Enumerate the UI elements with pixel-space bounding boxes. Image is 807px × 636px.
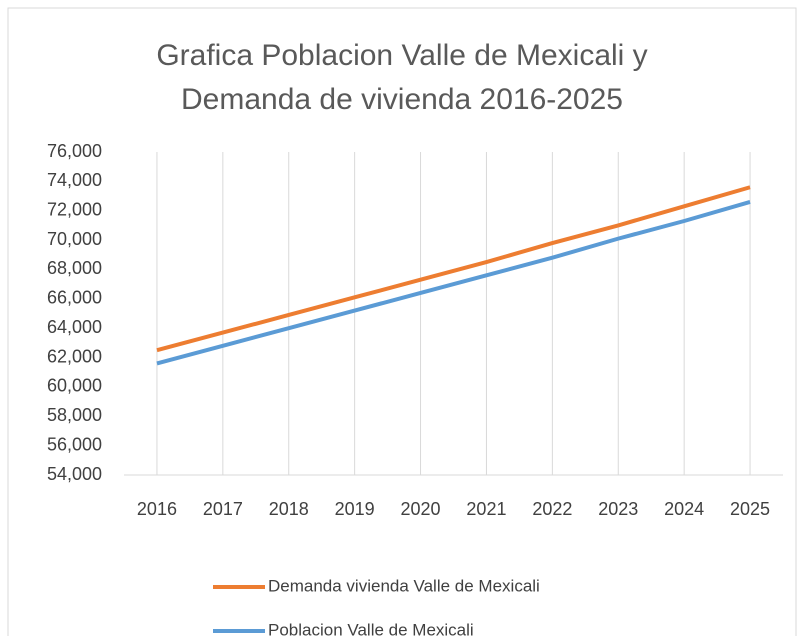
x-tick-label: 2025	[730, 499, 770, 519]
y-tick-label: 62,000	[47, 346, 102, 366]
chart-title: Demanda de vivienda 2016-2025	[181, 83, 623, 116]
y-tick-label: 74,000	[47, 170, 102, 190]
series-line	[156, 199, 751, 366]
x-tick-label: 2019	[335, 499, 375, 519]
y-tick-label: 54,000	[47, 464, 102, 484]
y-tick-label: 66,000	[47, 288, 102, 308]
x-tick-label: 2016	[137, 499, 177, 519]
legend-label: Poblacion Valle de Mexicali	[268, 620, 474, 636]
chart-border	[7, 7, 797, 636]
x-tick-label: 2020	[401, 499, 441, 519]
legend-label: Demanda vivienda Valle de Mexicali	[268, 576, 540, 595]
y-tick-label: 68,000	[47, 258, 102, 278]
x-tick-label: 2017	[203, 499, 243, 519]
x-tick-label: 2022	[532, 499, 572, 519]
x-tick-label: 2024	[664, 499, 704, 519]
y-tick-label: 64,000	[47, 317, 102, 337]
y-tick-label: 58,000	[47, 405, 102, 425]
y-tick-label: 72,000	[47, 199, 102, 219]
y-tick-label: 60,000	[47, 376, 102, 396]
y-tick-label: 70,000	[47, 229, 102, 249]
x-tick-label: 2018	[269, 499, 309, 519]
series-line	[156, 185, 751, 353]
chart-title: Grafica Poblacion Valle de Mexicali y	[156, 39, 647, 72]
x-tick-label: 2023	[598, 499, 638, 519]
y-tick-label: 56,000	[47, 434, 102, 454]
x-tick-label: 2021	[466, 499, 506, 519]
y-tick-label: 76,000	[47, 141, 102, 161]
